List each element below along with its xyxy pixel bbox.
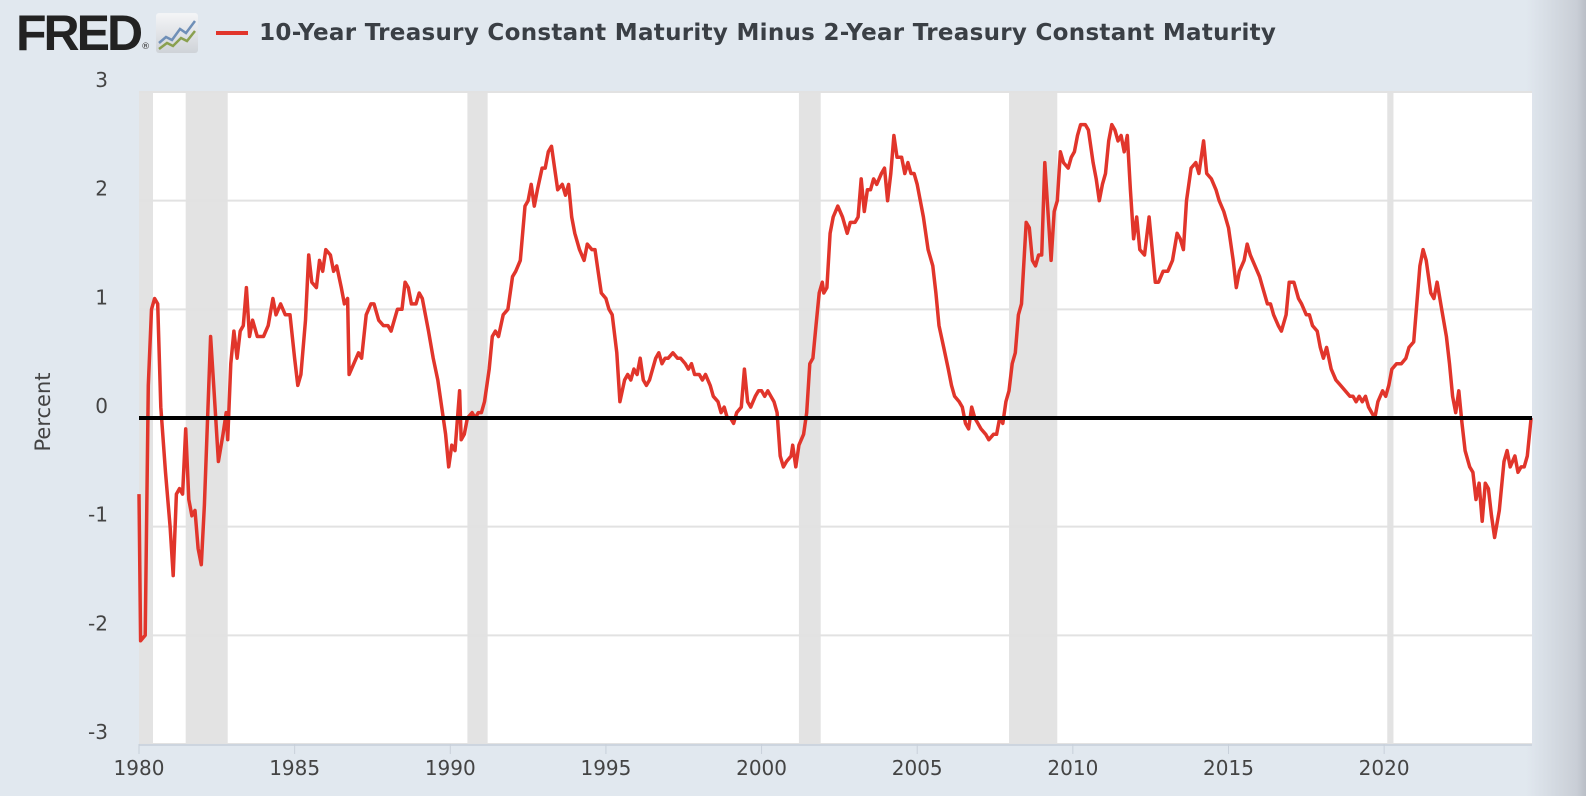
- x-tick-label: 2010: [1047, 756, 1098, 780]
- y-tick-label: 1: [95, 285, 108, 309]
- x-tick-label: 2005: [892, 756, 943, 780]
- x-tick-label: 1980: [114, 756, 165, 780]
- series-title[interactable]: 10-Year Treasury Constant Maturity Minus…: [259, 20, 1277, 46]
- x-tick-label: 2000: [736, 756, 787, 780]
- y-axis-label: Percent: [31, 372, 55, 451]
- y-tick-label: 0: [95, 394, 108, 418]
- legend-swatch: [216, 31, 249, 35]
- y-tick-label: -2: [88, 611, 108, 635]
- registered-mark: ®: [141, 42, 151, 52]
- y-tick-label: -3: [88, 720, 108, 744]
- fred-logo[interactable]: FRED: [16, 5, 143, 61]
- y-tick-label: -1: [88, 503, 108, 527]
- series-line[interactable]: [137, 122, 1533, 643]
- x-tick-label: 2020: [1359, 756, 1410, 780]
- x-tick-label: 1990: [425, 756, 476, 780]
- window-edge-shade: [1526, 0, 1586, 796]
- y-tick-label: 3: [95, 68, 108, 92]
- x-tick-label: 1985: [269, 756, 320, 780]
- chart-header: FRED ® 10-Year Treasury Constant Maturit…: [16, 8, 1276, 58]
- line-graph-icon: [156, 13, 199, 53]
- x-tick-label: 1995: [580, 756, 631, 780]
- y-tick-label: 2: [95, 177, 108, 201]
- x-tick-label: 2015: [1203, 756, 1254, 780]
